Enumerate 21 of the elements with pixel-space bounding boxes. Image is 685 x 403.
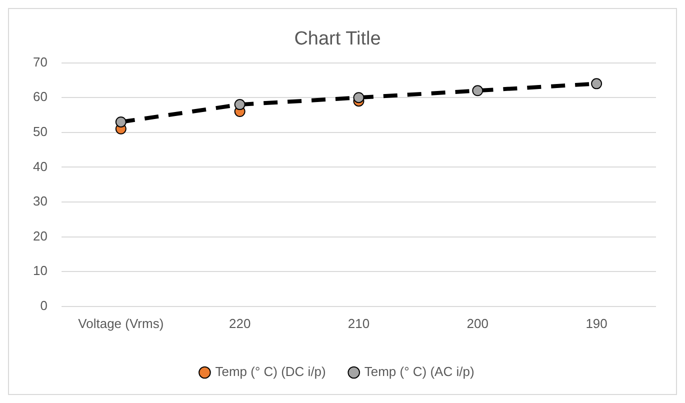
y-tick-label: 10	[32, 263, 48, 278]
y-tick-label: 0	[40, 298, 48, 313]
x-tick-label: 200	[466, 316, 488, 331]
point	[472, 85, 484, 96]
legend-label: Temp (° C) (AC i/p)	[364, 364, 474, 380]
point	[353, 92, 364, 104]
point	[591, 78, 602, 90]
y-tick-label: 30	[32, 194, 48, 209]
chart-title: Chart Title	[294, 28, 381, 50]
x-tick-label: 210	[348, 316, 370, 331]
x-tick-label: 220	[228, 316, 251, 331]
point	[115, 116, 126, 128]
y-tick-label: 60	[32, 89, 48, 104]
y-tick-label: 70	[32, 54, 48, 70]
point	[234, 99, 246, 110]
x-tick-label: Voltage (Vrms)	[78, 316, 164, 331]
x-tick-label: 190	[586, 316, 608, 331]
y-tick-label: 50	[32, 124, 48, 139]
y-tick-label: 40	[32, 158, 48, 174]
legend-label: Temp (° C) (DC i/p)	[215, 364, 326, 380]
y-tick-label: 20	[32, 228, 48, 244]
